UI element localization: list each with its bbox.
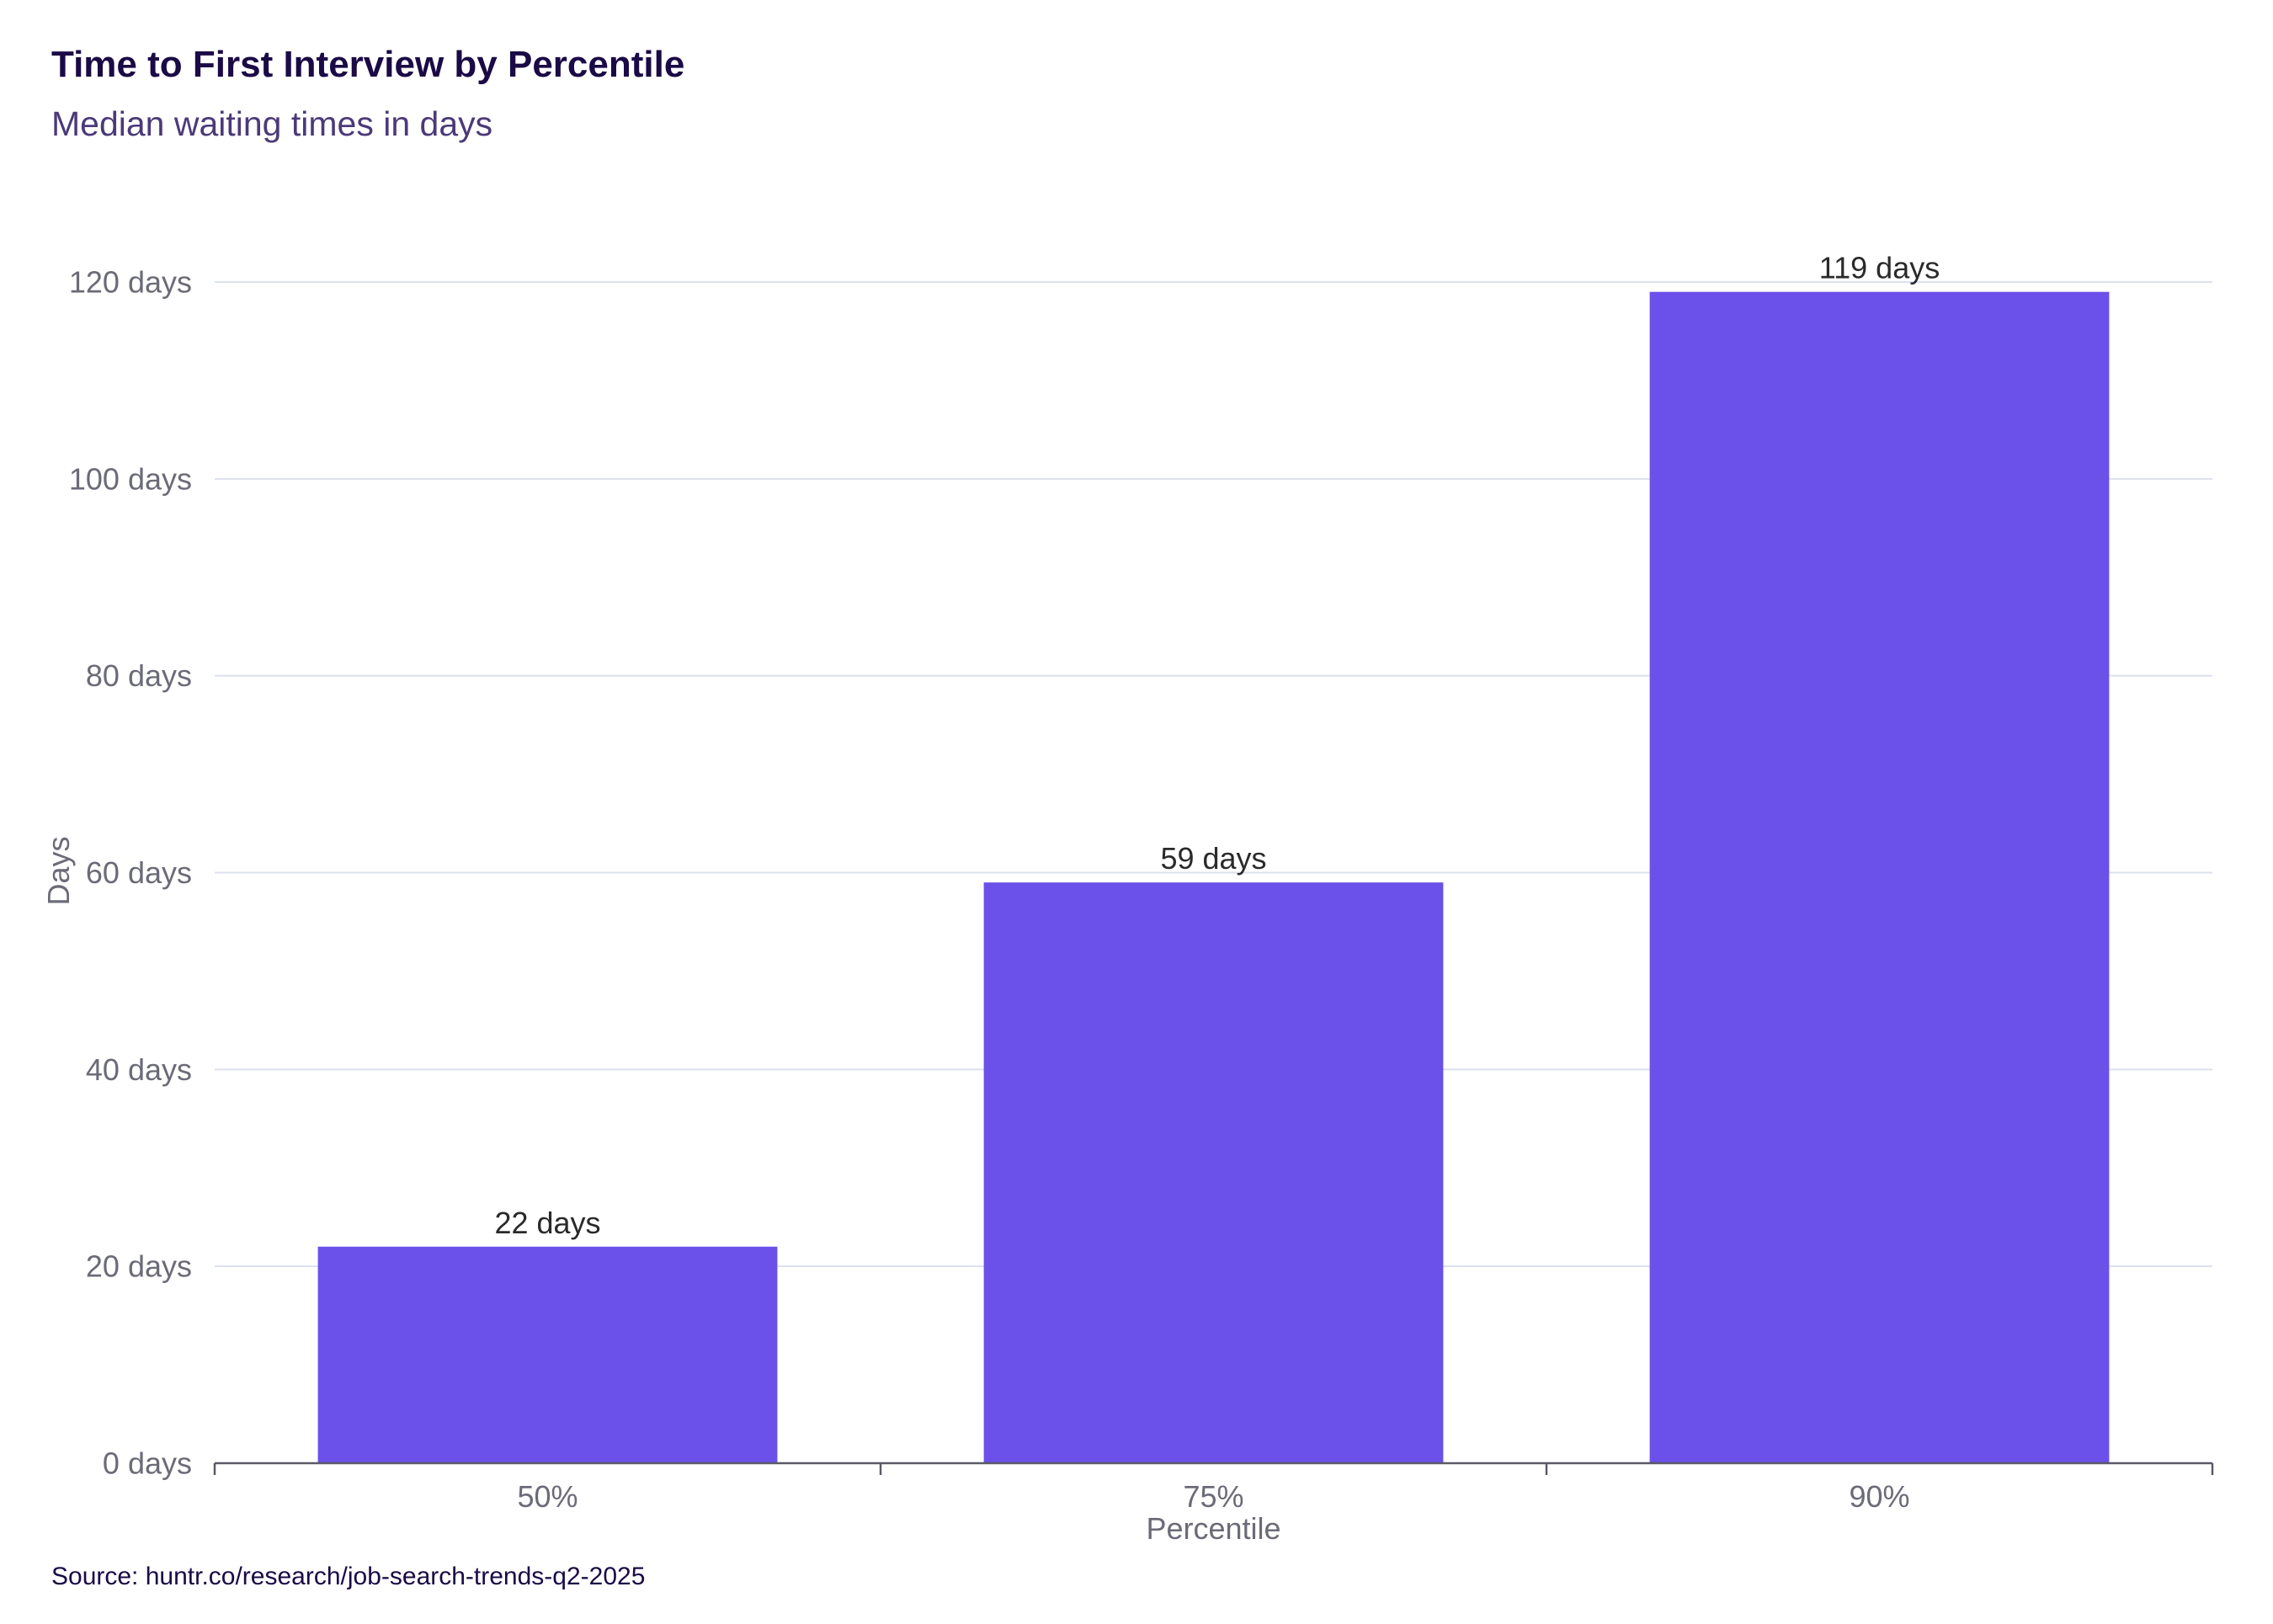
- y-tick-label: 20 days: [86, 1249, 192, 1284]
- chart-subtitle: Median waiting times in days: [51, 104, 493, 143]
- bars: [317, 291, 2110, 1464]
- x-tick-label: 75%: [1183, 1479, 1243, 1514]
- data-label: 59 days: [1160, 841, 1266, 876]
- source-note: Source: huntr.co/research/job-search-tre…: [51, 1563, 646, 1590]
- data-label: 22 days: [494, 1206, 600, 1240]
- chart-title: Time to First Interview by Percentile: [51, 44, 685, 85]
- bar: [983, 882, 1444, 1463]
- y-tick-label: 40 days: [86, 1052, 192, 1087]
- y-tick-label: 60 days: [86, 855, 192, 890]
- bar: [317, 1246, 778, 1463]
- x-axis-title: Percentile: [1146, 1511, 1280, 1546]
- data-label: 119 days: [1819, 251, 1940, 285]
- labels: 0 days 20 days 40 days 60 days 80 days 100 da…: [69, 251, 1940, 1514]
- y-tick-label: 100 days: [69, 461, 192, 496]
- y-tick-label: 0 days: [103, 1446, 192, 1481]
- x-tick-label: 50%: [517, 1479, 578, 1514]
- bar: [1649, 291, 2110, 1464]
- y-tick-label: 80 days: [86, 658, 192, 693]
- x-axis: [213, 1462, 2214, 1475]
- y-axis-title: Days: [41, 836, 76, 905]
- y-tick-label: 120 days: [69, 265, 192, 300]
- x-tick-label: 90%: [1849, 1479, 1909, 1514]
